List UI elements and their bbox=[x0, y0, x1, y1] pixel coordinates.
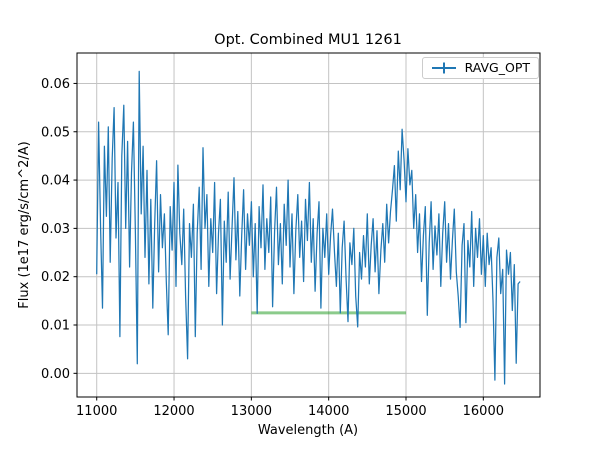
x-tick-label: 12000 bbox=[153, 404, 194, 419]
grid-layer bbox=[77, 53, 540, 397]
chart-title: Opt. Combined MU1 1261 bbox=[214, 32, 402, 48]
spectrum-line bbox=[96, 70, 521, 385]
y-tick-label: 0.02 bbox=[41, 270, 70, 285]
y-tick-label: 0.03 bbox=[41, 222, 70, 237]
y-axis-label: Flux (1e17 erg/s/cm^2/A) bbox=[17, 141, 32, 308]
y-tick-label: 0.01 bbox=[41, 319, 70, 334]
axes-frame bbox=[76, 52, 541, 398]
series-layer bbox=[96, 70, 521, 385]
x-tick-label: 14000 bbox=[308, 404, 349, 419]
x-axis-label: Wavelength (A) bbox=[258, 423, 358, 438]
x-tick-label: 11000 bbox=[76, 404, 117, 419]
legend: RAVG_OPT bbox=[421, 57, 539, 79]
errorbar-icon bbox=[431, 62, 456, 74]
y-tick-label: 0.06 bbox=[41, 77, 70, 92]
y-tick-label: 0.00 bbox=[41, 367, 70, 382]
y-tick-label: 0.05 bbox=[41, 125, 70, 140]
tick-layer: 11000 12000 13000 14000 15000 16000 0.00 0.01 0.… bbox=[41, 77, 504, 419]
y-tick-label: 0.04 bbox=[41, 174, 70, 189]
x-tick-label: 13000 bbox=[231, 404, 272, 419]
x-tick-label: 15000 bbox=[385, 404, 426, 419]
legend-label: RAVG_OPT bbox=[464, 60, 530, 75]
x-tick-label: 16000 bbox=[463, 404, 504, 419]
